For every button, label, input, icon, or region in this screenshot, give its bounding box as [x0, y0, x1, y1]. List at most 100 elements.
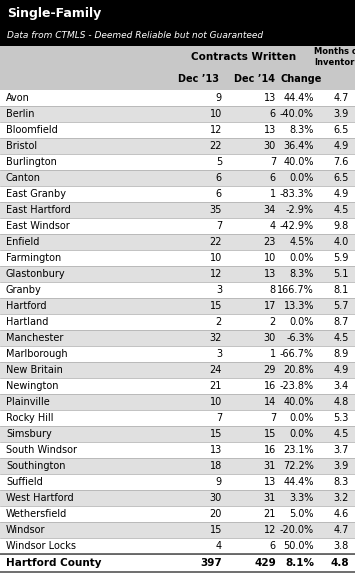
- Text: 3.9: 3.9: [334, 461, 349, 471]
- Bar: [0, 298, 355, 314]
- Text: 5.3: 5.3: [334, 413, 349, 423]
- Text: Enfield: Enfield: [6, 237, 39, 247]
- Bar: [0, 442, 355, 458]
- Bar: [0, 330, 355, 346]
- Text: -40.0%: -40.0%: [280, 109, 314, 119]
- Text: 22: 22: [209, 141, 222, 151]
- Text: 4.5: 4.5: [334, 333, 349, 343]
- Text: 10: 10: [264, 253, 276, 263]
- Text: 23.1%: 23.1%: [283, 445, 314, 455]
- Bar: [0, 122, 355, 138]
- Text: Dec ’13: Dec ’13: [178, 74, 218, 84]
- Text: 15: 15: [209, 525, 222, 535]
- Text: 8.9: 8.9: [334, 349, 349, 359]
- Bar: [0, 378, 355, 394]
- Text: Southington: Southington: [6, 461, 66, 471]
- Text: 13: 13: [210, 445, 222, 455]
- Text: Burlington: Burlington: [6, 157, 57, 167]
- Bar: [0, 234, 355, 250]
- Bar: [0, 282, 355, 298]
- Bar: [0, 0, 355, 26]
- Text: 9: 9: [216, 477, 222, 487]
- Text: 24: 24: [209, 365, 222, 375]
- Bar: [0, 458, 355, 474]
- Text: 6.5: 6.5: [334, 173, 349, 183]
- Text: West Hartford: West Hartford: [6, 493, 73, 503]
- Text: 6: 6: [216, 189, 222, 199]
- Bar: [0, 186, 355, 202]
- Bar: [0, 522, 355, 538]
- Bar: [0, 410, 355, 426]
- Text: 15: 15: [264, 429, 276, 439]
- Text: 4.5: 4.5: [334, 205, 349, 215]
- Text: 3.7: 3.7: [334, 445, 349, 455]
- Bar: [0, 362, 355, 378]
- Bar: [0, 314, 355, 330]
- Text: 4.9: 4.9: [334, 189, 349, 199]
- Bar: [0, 26, 355, 46]
- Text: 34: 34: [264, 205, 276, 215]
- Text: 429: 429: [254, 558, 276, 568]
- Text: Change: Change: [280, 74, 322, 84]
- Text: Rocky Hill: Rocky Hill: [6, 413, 54, 423]
- Bar: [0, 170, 355, 186]
- Bar: [0, 266, 355, 282]
- Text: 36.4%: 36.4%: [284, 141, 314, 151]
- Text: 7: 7: [216, 221, 222, 231]
- Text: Simsbury: Simsbury: [6, 429, 52, 439]
- Text: 72.2%: 72.2%: [283, 461, 314, 471]
- Text: 31: 31: [264, 493, 276, 503]
- Text: 13: 13: [264, 477, 276, 487]
- Text: 4.9: 4.9: [334, 365, 349, 375]
- Bar: [0, 346, 355, 362]
- Text: 4.7: 4.7: [334, 93, 349, 103]
- Text: 30: 30: [264, 141, 276, 151]
- Bar: [0, 250, 355, 266]
- Text: Months of
Inventory: Months of Inventory: [314, 47, 355, 67]
- Text: 6: 6: [270, 173, 276, 183]
- Text: Glastonbury: Glastonbury: [6, 269, 66, 279]
- Text: 1: 1: [270, 189, 276, 199]
- Bar: [0, 68, 355, 90]
- Text: 3.3%: 3.3%: [290, 493, 314, 503]
- Text: 5.9: 5.9: [334, 253, 349, 263]
- Text: 4.7: 4.7: [334, 525, 349, 535]
- Text: 44.4%: 44.4%: [284, 477, 314, 487]
- Text: 0.0%: 0.0%: [290, 429, 314, 439]
- Text: 0.0%: 0.0%: [290, 413, 314, 423]
- Text: 6.5: 6.5: [334, 125, 349, 135]
- Text: Wethersfield: Wethersfield: [6, 509, 67, 519]
- Bar: [0, 426, 355, 442]
- Text: 3.9: 3.9: [334, 109, 349, 119]
- Bar: [0, 394, 355, 410]
- Text: 12: 12: [209, 125, 222, 135]
- Text: 12: 12: [209, 269, 222, 279]
- Text: 30: 30: [210, 493, 222, 503]
- Text: 5: 5: [216, 157, 222, 167]
- Text: -20.0%: -20.0%: [280, 525, 314, 535]
- Text: Contracts Written: Contracts Written: [191, 52, 296, 62]
- Text: 4.5: 4.5: [334, 429, 349, 439]
- Text: 21: 21: [264, 509, 276, 519]
- Text: 12: 12: [264, 525, 276, 535]
- Text: 397: 397: [200, 558, 222, 568]
- Text: South Windsor: South Windsor: [6, 445, 77, 455]
- Text: -42.9%: -42.9%: [280, 221, 314, 231]
- Text: 17: 17: [264, 301, 276, 311]
- Bar: [0, 506, 355, 522]
- Bar: [0, 218, 355, 234]
- Text: 30: 30: [264, 333, 276, 343]
- Text: 7: 7: [216, 413, 222, 423]
- Text: 7: 7: [270, 157, 276, 167]
- Text: Hartford: Hartford: [6, 301, 47, 311]
- Text: 21: 21: [209, 381, 222, 391]
- Text: 3.4: 3.4: [334, 381, 349, 391]
- Text: Windsor: Windsor: [6, 525, 45, 535]
- Text: 0.0%: 0.0%: [290, 317, 314, 327]
- Text: 5.1: 5.1: [334, 269, 349, 279]
- Text: Granby: Granby: [6, 285, 42, 295]
- Text: 2: 2: [216, 317, 222, 327]
- Text: Farmington: Farmington: [6, 253, 61, 263]
- Text: 8.7: 8.7: [334, 317, 349, 327]
- Bar: [0, 490, 355, 506]
